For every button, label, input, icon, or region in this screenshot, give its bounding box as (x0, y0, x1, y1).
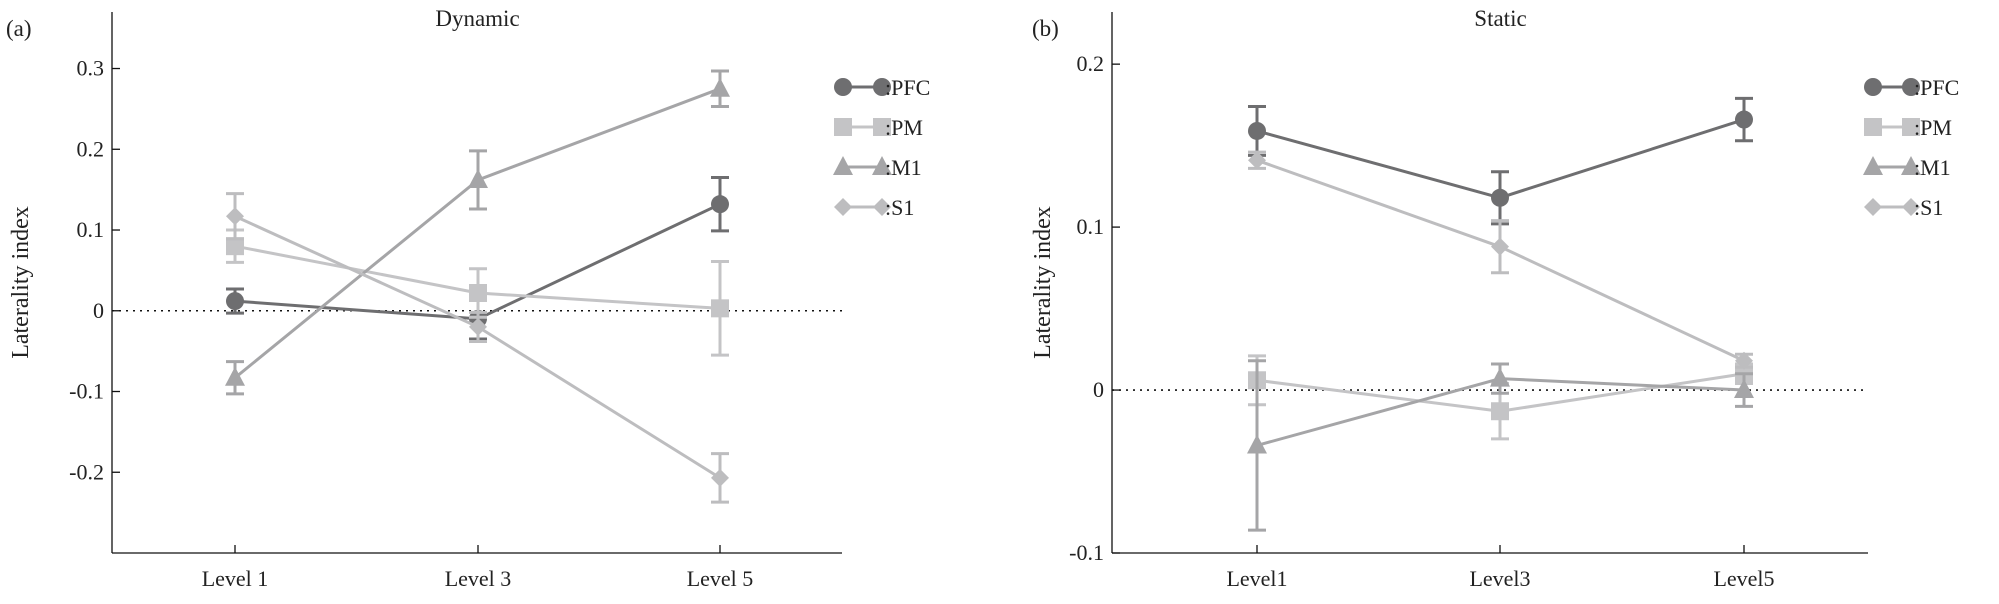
y-tick-label: 0.2 (77, 136, 105, 161)
legend-marker (1902, 78, 1920, 96)
x-tick-label: Level1 (1226, 566, 1287, 591)
legend-entry-s1: :S1 (1864, 195, 1943, 220)
legend-marker (833, 156, 853, 175)
data-point (1735, 110, 1753, 129)
data-point (226, 207, 244, 226)
x-tick-label: Level 1 (202, 566, 269, 591)
data-point (1247, 434, 1267, 454)
legend-label: :PFC (885, 75, 930, 100)
legend-entry-pfc: :PFC (1864, 75, 1959, 100)
legend-label: :M1 (1914, 155, 1951, 180)
legend-marker (872, 156, 892, 175)
x-tick-label: Level5 (1713, 566, 1774, 591)
legend-label: :PM (1914, 115, 1952, 140)
legend-label: :PFC (1914, 75, 1959, 100)
legend-marker (873, 78, 891, 96)
y-tick-label: 0.1 (1077, 214, 1105, 239)
series-s1 (1248, 150, 1753, 370)
data-point (711, 195, 729, 214)
panel-static: (b) Static -0.1 0 0.1 0.2 Level1 Level3 Level5 La… (1030, 6, 1959, 591)
y-tick-label: 0.1 (77, 217, 105, 242)
panel-label: (a) (6, 16, 32, 41)
y-axis-label: Laterality index (8, 206, 34, 359)
y-tick-label: 0 (1093, 377, 1104, 402)
legend-marker (1863, 156, 1883, 175)
legend-entry-pm: :PM (834, 115, 923, 140)
legend-marker (1902, 118, 1920, 136)
y-tick-label: -0.2 (69, 459, 104, 484)
data-point (711, 299, 729, 318)
legend-entry-pm: :PM (1864, 115, 1952, 140)
legend-marker (834, 78, 852, 96)
data-point (226, 292, 244, 311)
data-point (710, 77, 730, 97)
legend-entry-m1: :M1 (1863, 155, 1951, 180)
legend: :PFC :PM :M1 :S1 (1863, 75, 1959, 220)
panel-label: (b) (1032, 16, 1059, 41)
legend-marker (834, 118, 852, 136)
legend-marker (873, 198, 891, 216)
legend-marker (1901, 156, 1921, 175)
legend-marker (1902, 198, 1920, 216)
y-tick-label: 0.3 (77, 56, 105, 81)
legend-label: :PM (885, 115, 923, 140)
data-point (1491, 402, 1509, 421)
y-tick-label: 0.2 (1077, 51, 1105, 76)
y-tick-label: -0.1 (1069, 540, 1104, 565)
data-point (226, 237, 244, 256)
series-line (234, 214, 721, 480)
x-tick-label: Level 3 (445, 566, 512, 591)
legend-marker (1864, 118, 1882, 136)
y-axis-label: Laterality index (1030, 206, 1056, 359)
data-point (711, 468, 729, 487)
data-point (1248, 121, 1266, 140)
legend-label: :S1 (885, 195, 914, 220)
y-tick-label: 0 (93, 298, 104, 323)
series-s1 (226, 192, 729, 504)
legend-marker (873, 118, 891, 136)
x-tick-label: Level3 (1469, 566, 1530, 591)
data-point (1735, 351, 1753, 370)
y-tick-label: -0.1 (69, 379, 104, 404)
legend-label: :M1 (885, 155, 922, 180)
legend-entry-s1: :S1 (834, 195, 914, 220)
data-point (1490, 367, 1510, 387)
legend-marker (1864, 78, 1882, 96)
data-point (1491, 188, 1509, 207)
data-point (1248, 151, 1266, 170)
legend: :PFC :PM :M1 :S1 (833, 75, 930, 220)
data-point (1734, 379, 1754, 399)
series-pfc (1248, 96, 1753, 226)
legend-entry-m1: :M1 (833, 155, 922, 180)
data-point (225, 366, 245, 386)
legend-label: :S1 (1914, 195, 1943, 220)
series-m1 (1247, 359, 1754, 532)
data-point (1491, 237, 1509, 256)
panel-dynamic: (a) Dynamic -0.2 -0.1 0 0.1 0.2 0.3 Level 1 Level… (6, 6, 930, 591)
legend-marker (1864, 198, 1882, 216)
series-m1 (225, 69, 730, 396)
data-point (469, 317, 487, 336)
legend-marker (834, 198, 852, 216)
chart-title: Static (1474, 6, 1526, 31)
data-point (469, 283, 487, 302)
legend-entry-pfc: :PFC (834, 75, 930, 100)
x-tick-label: Level 5 (687, 566, 754, 591)
chart-title: Dynamic (435, 6, 519, 31)
data-point (468, 168, 488, 188)
